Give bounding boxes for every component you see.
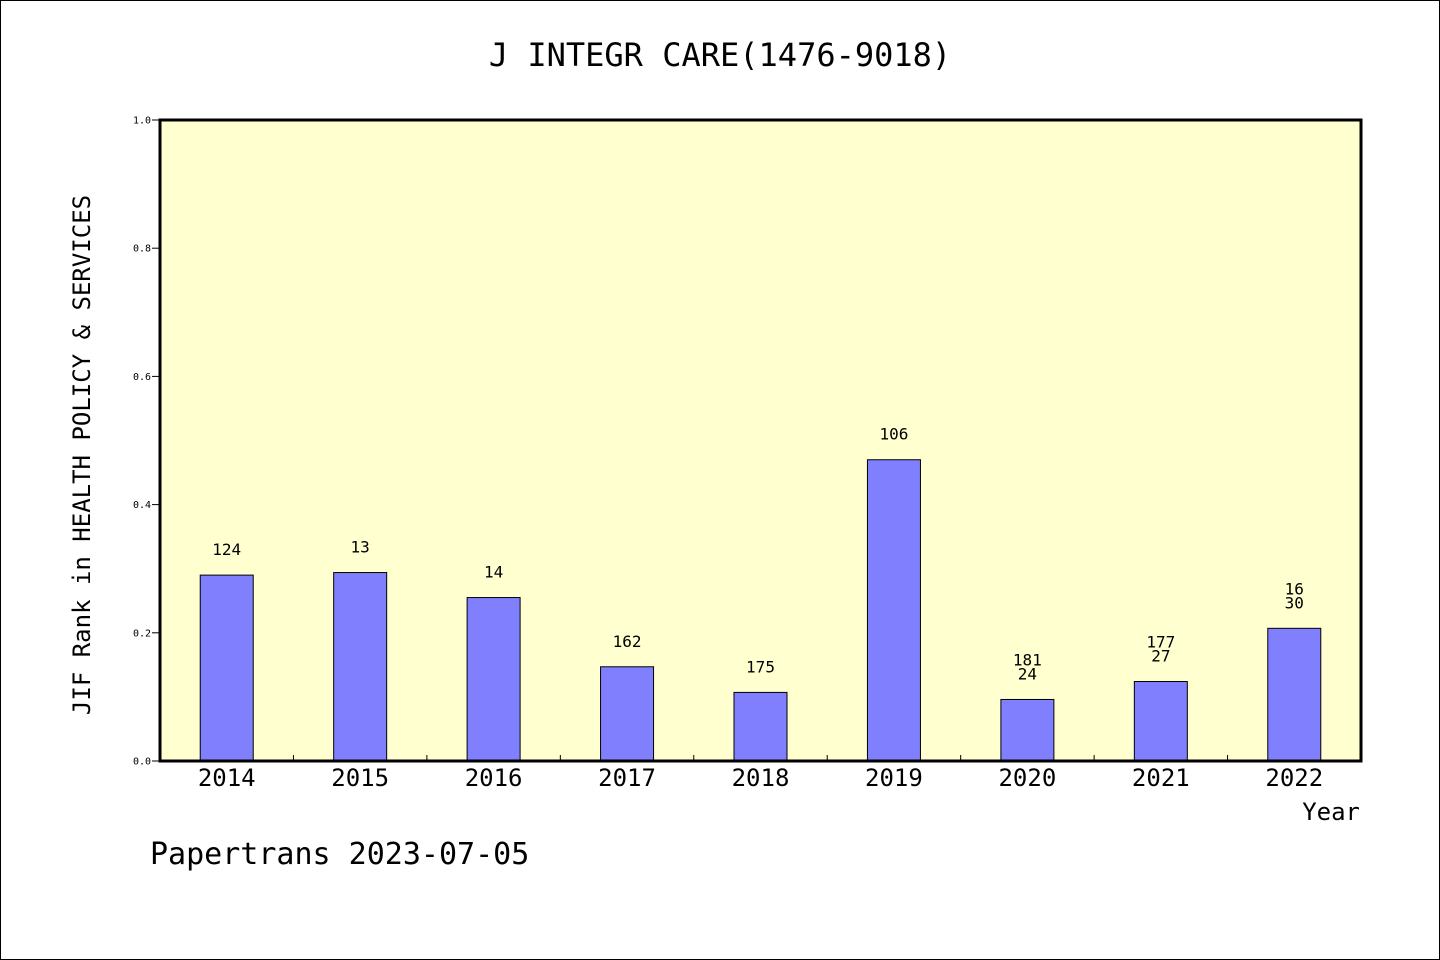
chart-title: J INTEGR CARE(1476-9018) <box>489 36 951 74</box>
y-tick-label-1.0: 1.0 <box>133 116 151 127</box>
y-tick-label-0.2: 0.2 <box>133 628 151 639</box>
y-tick-label-0.4: 0.4 <box>133 500 151 511</box>
bars-group <box>199 459 1322 762</box>
x-tick-label-2019: 2019 <box>865 764 923 792</box>
bar-2018 <box>733 691 788 762</box>
data-label-2021: 177 <box>1146 633 1175 652</box>
y-tick-label-0.8: 0.8 <box>133 244 151 255</box>
x-tick-label-2017: 2017 <box>598 764 656 792</box>
x-tick-label-2015: 2015 <box>331 764 389 792</box>
y-tick-label-0.6: 0.6 <box>133 372 151 383</box>
y-axis-label: JIF Rank in HEALTH POLICY & SERVICES <box>68 195 96 715</box>
data-label-2017: 162 <box>613 632 642 651</box>
x-tick-label-2018: 2018 <box>732 764 790 792</box>
bar-2021 <box>1133 681 1188 762</box>
bar-2017 <box>600 666 655 762</box>
bar-2022 <box>1267 627 1322 762</box>
x-tick-label-2021: 2021 <box>1132 764 1190 792</box>
x-axis: 2014 2015 2016 2017 2018 2019 2020 2021 2022 <box>198 755 1323 792</box>
x-tick-label-2022: 2022 <box>1265 764 1323 792</box>
x-tick-label-2020: 2020 <box>998 764 1056 792</box>
data-label-2016: 14 <box>484 563 503 582</box>
x-axis-label: Year <box>1302 798 1360 826</box>
data-label-2022: 16 <box>1285 579 1304 598</box>
y-axis: 0.0 0.2 0.4 0.6 0.8 1.0 <box>133 116 160 768</box>
bar-2020 <box>1000 698 1055 762</box>
data-label-2019: 106 <box>879 425 908 444</box>
bar-2015 <box>333 572 388 762</box>
plot-border <box>158 118 1363 763</box>
data-label-2020: 181 <box>1013 650 1042 669</box>
bar-2016 <box>466 597 521 762</box>
data-label-2014: 124 <box>212 540 241 559</box>
bar-2019 <box>866 459 921 762</box>
data-label-2020: 24 <box>1018 664 1037 683</box>
x-tick-label-2014: 2014 <box>198 764 256 792</box>
footer-text: Papertrans 2023-07-05 <box>150 837 529 872</box>
data-label-2022: 30 <box>1285 593 1304 612</box>
data-label-2021: 27 <box>1151 647 1170 666</box>
data-label-2015: 13 <box>351 538 370 557</box>
y-tick-label-0.0: 0.0 <box>133 757 151 768</box>
bar-2014 <box>199 574 254 762</box>
x-tick-label-2016: 2016 <box>465 764 523 792</box>
data-label-2018: 175 <box>746 657 775 676</box>
